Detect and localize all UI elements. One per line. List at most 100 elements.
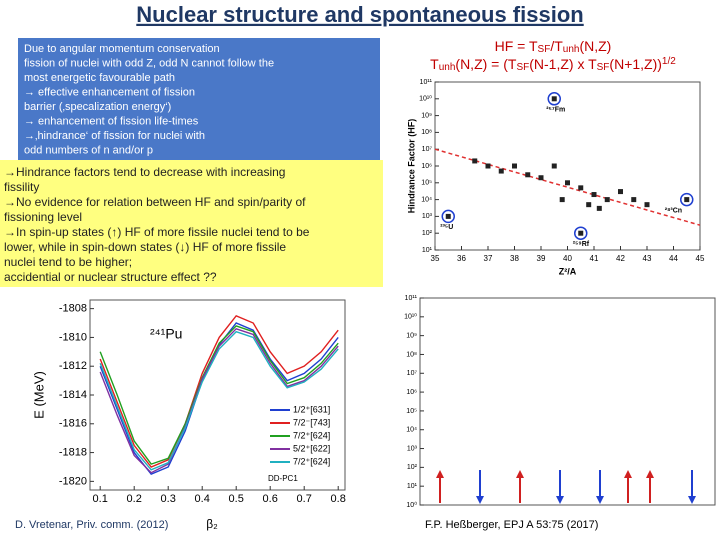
arrow-head [624, 470, 632, 478]
x-tick-label: 41 [590, 254, 599, 263]
y-tick-label: 10⁵ [421, 180, 432, 187]
formula-part: (N-1,Z) x T [529, 56, 597, 72]
box-line: barrier (‚specalization energy‘) [24, 101, 171, 113]
y-tick-label: 10⁰ [406, 501, 417, 509]
y-tick-label: -1818 [59, 446, 87, 458]
y-tick-label: 10⁵ [406, 408, 417, 415]
box-line: most energetic favourable path [24, 72, 175, 84]
point [591, 192, 597, 198]
y-tick-label: 10² [422, 230, 433, 237]
point [586, 202, 592, 208]
formula-part: (N,Z) [579, 38, 611, 54]
x-tick-label: 0.7 [297, 493, 312, 505]
legend-label: 7/2⁺[624] [293, 430, 330, 440]
x-tick-label: 45 [696, 254, 705, 263]
annotation: DD-PC1 [268, 474, 298, 483]
box-line: →‚hindrance‘ of fission for nuclei with [24, 130, 205, 142]
point [578, 230, 584, 236]
point [512, 163, 517, 169]
box-line: fission of nuclei with odd Z, odd N cann… [24, 57, 274, 69]
annotation: ²⁵⁷Fm [546, 107, 565, 114]
box-line: fissioning level [4, 210, 82, 224]
legend-label: 1/2⁺[631] [293, 404, 330, 414]
y-tick-label: 10⁹ [406, 332, 417, 339]
box-line: →In spin-up states (↑) HF of more fissil… [4, 225, 310, 239]
highlight [574, 226, 588, 240]
point [472, 158, 478, 164]
arrow-head [596, 496, 604, 504]
formula-part: SF [597, 62, 610, 73]
y-tick-label: 10⁷ [407, 370, 418, 377]
point [631, 197, 637, 203]
box-line: →No evidence for relation between HF and… [4, 195, 306, 209]
x-tick-label: 35 [431, 254, 440, 263]
x-tick-label: 0.3 [161, 493, 176, 505]
box-line: Due to angular momentum conservation [24, 43, 220, 55]
point [551, 163, 557, 169]
point [559, 197, 565, 203]
y-tick-label: -1814 [59, 389, 87, 401]
series-line [99, 330, 339, 471]
yellow-box [0, 160, 383, 287]
formula-part: (N+1,Z)) [609, 56, 662, 72]
x-tick-label: 39 [537, 254, 546, 263]
formula-part: unh [563, 44, 580, 55]
point [485, 163, 491, 169]
formula-part: /T [550, 38, 563, 54]
box-line: →Hindrance factors tend to decrease with… [4, 165, 285, 179]
point [618, 189, 623, 195]
y-tick-label: 10⁶ [421, 163, 432, 170]
arrow-head [556, 496, 564, 504]
point [604, 197, 610, 203]
y-tick-label: -1820 [59, 475, 87, 487]
formula: HF = TSF/Tunh(N,Z) [495, 38, 612, 55]
arrow-head [476, 496, 484, 504]
formula-part: SF [538, 44, 551, 55]
y-tick-label: -1812 [59, 360, 87, 372]
formula-part: T [430, 56, 439, 72]
annotation: ²⁴¹Pu [150, 326, 182, 342]
plot-frame [419, 297, 716, 506]
y-tick-label: -1810 [59, 331, 87, 343]
formula-part: SF [516, 62, 529, 73]
y-tick-label: 10⁴ [421, 196, 432, 203]
legend-label: 7/2⁻[743] [293, 417, 330, 427]
y-tick-label: 10⁴ [406, 427, 417, 434]
x-tick-label: 43 [643, 254, 652, 263]
point [644, 202, 650, 208]
x-tick-label: 0.1 [93, 493, 108, 505]
box-line: odd numbers of n and/or p [24, 144, 153, 156]
y-tick-label: 10¹⁰ [419, 95, 432, 103]
point [525, 172, 531, 178]
point [445, 213, 451, 219]
y-tick-label: 10² [407, 464, 418, 471]
y-tick-label: 10¹ [422, 247, 433, 254]
formula-part: 1/2 [662, 56, 676, 67]
y-axis-label: E (MeV) [31, 371, 46, 419]
formula-part: (N,Z) = (T [455, 56, 516, 72]
y-tick-label: 10¹¹ [420, 79, 433, 86]
annotation: ²³⁵U [440, 224, 453, 231]
x-tick-label: 0.2 [127, 493, 142, 505]
x-tick-label: 37 [484, 254, 493, 263]
point [498, 168, 504, 174]
arrow-head [516, 470, 524, 478]
blue-box [18, 38, 380, 160]
box-line: fissility [4, 180, 39, 194]
y-tick-label: 10¹⁰ [404, 313, 417, 321]
slide-title: Nuclear structure and spontaneous fissio… [136, 2, 583, 27]
x-tick-label: 42 [616, 254, 625, 263]
highlight [680, 192, 694, 207]
x-tick-label: 40 [563, 254, 572, 263]
legend-label: 5/2⁺[622] [293, 443, 330, 453]
x-tick-label: 36 [457, 254, 466, 263]
arrow-head [646, 470, 654, 478]
annotation: ²⁵⁹Rf [573, 241, 590, 248]
footer-left: D. Vretenar, Priv. comm. (2012) [15, 519, 168, 531]
x-tick-label: 44 [669, 254, 678, 263]
y-tick-label: 10⁷ [422, 146, 433, 153]
box-line: lower, while in spin-down states (↓) HF … [4, 240, 286, 254]
x-tick-label: 0.8 [331, 493, 346, 505]
